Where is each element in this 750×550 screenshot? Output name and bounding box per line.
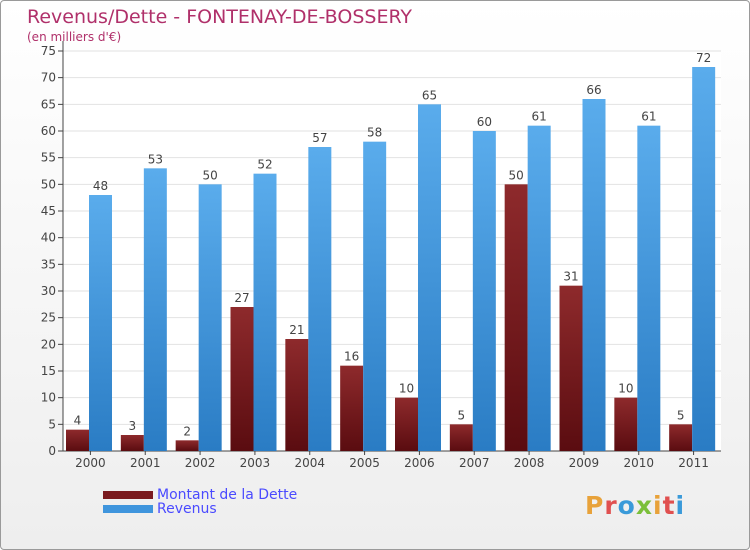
y-tick-label: 60 — [41, 124, 56, 138]
data-label-revenue: 61 — [532, 110, 547, 124]
logo-letter: x — [635, 491, 653, 520]
logo-letter: o — [617, 491, 636, 520]
legend-swatch-debt — [103, 491, 153, 499]
x-tick-label: 2003 — [240, 456, 271, 470]
data-label-revenue: 66 — [586, 83, 601, 97]
data-label-debt: 3 — [129, 419, 137, 433]
bar-revenue — [363, 141, 387, 451]
bar-revenue — [692, 67, 716, 451]
bar-debt — [395, 397, 418, 451]
data-label-revenue: 48 — [93, 179, 108, 193]
data-label-debt: 50 — [509, 168, 524, 182]
y-tick-label: 5 — [48, 417, 56, 431]
data-label-debt: 5 — [458, 408, 466, 422]
logo-letter: P — [585, 491, 605, 520]
x-tick-label: 2009 — [569, 456, 600, 470]
x-tick-label: 2010 — [623, 456, 654, 470]
data-label-debt: 21 — [289, 323, 304, 337]
data-label-debt: 4 — [74, 414, 82, 428]
data-label-revenue: 58 — [367, 126, 382, 140]
y-tick-label: 30 — [41, 284, 56, 298]
y-tick-label: 55 — [41, 151, 56, 165]
bar-debt — [614, 397, 638, 451]
y-tick-label: 35 — [41, 257, 56, 271]
x-tick-label: 2002 — [185, 456, 216, 470]
logo-letter: t — [662, 491, 676, 520]
y-tick-label: 10 — [41, 391, 56, 405]
legend-item-revenue: Revenus — [103, 501, 217, 517]
y-tick-label: 40 — [41, 231, 56, 245]
legend-item-debt: Montant de la Dette — [103, 487, 297, 503]
data-label-revenue: 61 — [641, 110, 656, 124]
legend-label-debt: Montant de la Dette — [157, 487, 298, 503]
bar-revenue — [418, 104, 441, 451]
data-label-revenue: 53 — [148, 152, 163, 166]
data-label-revenue: 50 — [203, 168, 218, 182]
data-label-debt: 10 — [399, 382, 414, 396]
data-label-debt: 16 — [344, 350, 359, 364]
logo-letter: i — [653, 491, 663, 520]
bar-debt — [230, 307, 254, 451]
plot-area — [63, 51, 721, 451]
x-tick-label: 2006 — [404, 456, 435, 470]
bar-revenue — [527, 125, 551, 452]
bar-debt — [504, 184, 528, 452]
bar-revenue — [308, 147, 332, 451]
y-tick-label: 15 — [41, 364, 56, 378]
x-tick-label: 2000 — [75, 456, 106, 470]
bar-revenue — [582, 99, 606, 451]
data-label-revenue: 72 — [696, 51, 711, 65]
bar-revenue — [143, 168, 167, 452]
x-tick-label: 2007 — [459, 456, 490, 470]
data-label-debt: 31 — [563, 270, 578, 284]
chart-title: Revenus/Dette - FONTENAY-DE-BOSSERY — [27, 6, 413, 28]
data-label-revenue: 52 — [257, 158, 272, 172]
data-label-debt: 2 — [183, 424, 191, 438]
bar-debt — [175, 440, 199, 451]
bar-debt — [449, 424, 473, 451]
bar-debt — [669, 424, 693, 451]
logo-letter: r — [604, 491, 618, 520]
y-tick-label: 75 — [41, 44, 56, 58]
bar-revenue — [637, 125, 661, 452]
x-tick-label: 2004 — [294, 456, 325, 470]
legend-swatch-revenue — [103, 505, 153, 513]
bar-debt — [120, 435, 144, 451]
chart-subtitle: (en milliers d'€) — [27, 30, 122, 44]
y-tick-label: 20 — [41, 337, 56, 351]
x-tick-label: 2011 — [678, 456, 709, 470]
bar-debt — [285, 339, 309, 451]
x-tick-label: 2008 — [514, 456, 545, 470]
x-tick-label: 2001 — [130, 456, 161, 470]
y-tick-label: 50 — [41, 177, 56, 191]
y-tick-label: 0 — [48, 444, 56, 458]
legend-label-revenue: Revenus — [157, 501, 217, 517]
bar-debt — [559, 285, 583, 451]
bar-revenue — [472, 131, 496, 451]
y-tick-label: 65 — [41, 97, 56, 111]
bar-revenue — [198, 184, 222, 452]
bar-revenue — [89, 195, 112, 451]
data-label-debt: 5 — [677, 408, 685, 422]
y-tick-label: 25 — [41, 311, 56, 325]
data-label-debt: 27 — [234, 291, 249, 305]
data-label-debt: 10 — [618, 382, 633, 396]
proxiti-logo: Proxiti — [585, 491, 685, 520]
bar-debt — [340, 365, 364, 451]
y-tick-label: 70 — [41, 71, 56, 85]
data-label-revenue: 60 — [477, 115, 492, 129]
y-tick-label: 45 — [41, 204, 56, 218]
data-label-revenue: 65 — [422, 88, 437, 102]
bar-revenue — [253, 173, 277, 451]
bar-debt — [66, 429, 89, 451]
logo-letter: i — [675, 491, 686, 520]
x-tick-label: 2005 — [349, 456, 380, 470]
data-label-revenue: 57 — [312, 131, 327, 145]
